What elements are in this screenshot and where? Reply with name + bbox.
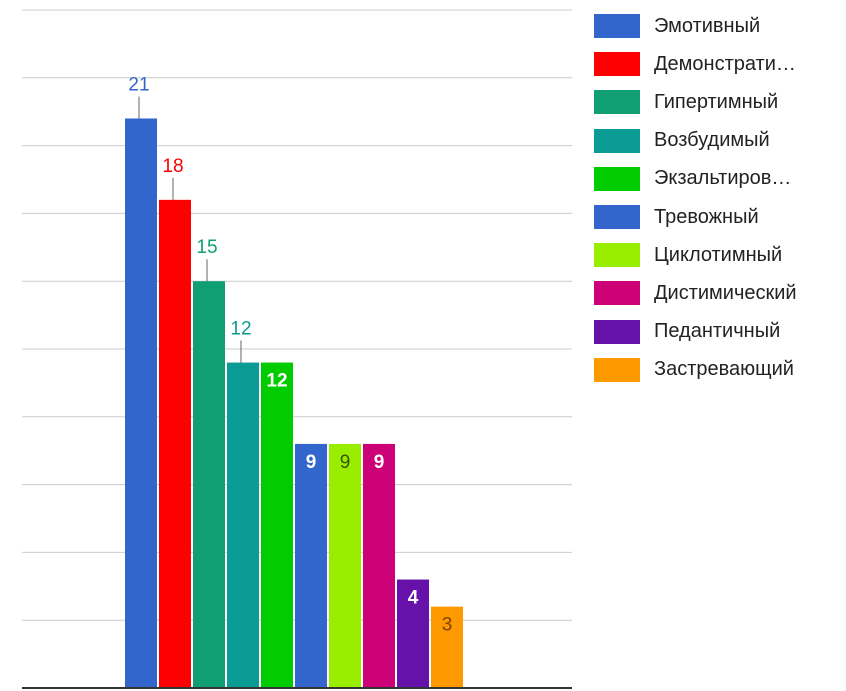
legend-label: Тревожный <box>654 205 759 228</box>
bar <box>363 443 395 688</box>
bar <box>329 443 361 688</box>
data-label: 15 <box>196 237 217 258</box>
data-label: 12 <box>230 319 251 340</box>
legend-swatch <box>594 281 640 306</box>
bar <box>159 199 191 688</box>
legend-swatch <box>594 243 640 268</box>
legend-swatch <box>594 90 640 115</box>
bar <box>397 579 429 688</box>
legend-item: Педантичный <box>594 313 797 351</box>
data-label: 12 <box>266 371 287 392</box>
bar <box>431 606 463 688</box>
legend-item: Гипертимный <box>594 83 797 121</box>
legend-label: Демонстрати… <box>654 52 796 75</box>
legend-item: Эмотивный <box>594 7 797 45</box>
bar <box>261 362 293 688</box>
legend-swatch <box>594 166 640 191</box>
legend-swatch <box>594 319 640 344</box>
legend-swatch <box>594 52 640 77</box>
legend-item: Возбудимый <box>594 122 797 160</box>
legend-label: Дистимический <box>654 281 797 304</box>
bar <box>227 362 259 688</box>
data-label: 3 <box>442 615 453 636</box>
data-label: 18 <box>162 156 183 177</box>
legend-item: Дистимический <box>594 274 797 312</box>
legend-label: Циклотимный <box>654 243 783 266</box>
legend-label: Педантичный <box>654 320 781 343</box>
legend-item: Застревающий <box>594 351 797 389</box>
legend-swatch <box>594 14 640 39</box>
legend: Эмотивный Демонстрати… Гипертимный Возбудим… <box>594 7 797 389</box>
legend-item: Демонстрати… <box>594 45 797 83</box>
bars <box>125 118 463 689</box>
legend-item: Экзальтиров… <box>594 160 797 198</box>
bar <box>193 281 225 688</box>
legend-item: Тревожный <box>594 198 797 236</box>
legend-label: Застревающий <box>654 358 794 381</box>
data-label: 4 <box>408 588 419 609</box>
legend-swatch <box>594 128 640 153</box>
bar <box>295 443 327 688</box>
legend-label: Гипертимный <box>654 90 779 113</box>
bar <box>125 118 157 689</box>
data-label: 21 <box>128 74 149 95</box>
data-label: 9 <box>306 452 317 473</box>
data-label: 9 <box>340 452 351 473</box>
legend-swatch <box>594 205 640 230</box>
gridlines <box>22 9 572 621</box>
legend-swatch <box>594 357 640 382</box>
data-label: 9 <box>374 452 385 473</box>
legend-label: Возбудимый <box>654 129 770 152</box>
legend-item: Циклотимный <box>594 236 797 274</box>
legend-label: Эмотивный <box>654 14 761 37</box>
data-labels: 21 18 15 12 12 9 9 9 4 3 <box>128 74 452 635</box>
legend-label: Экзальтиров… <box>654 167 792 190</box>
